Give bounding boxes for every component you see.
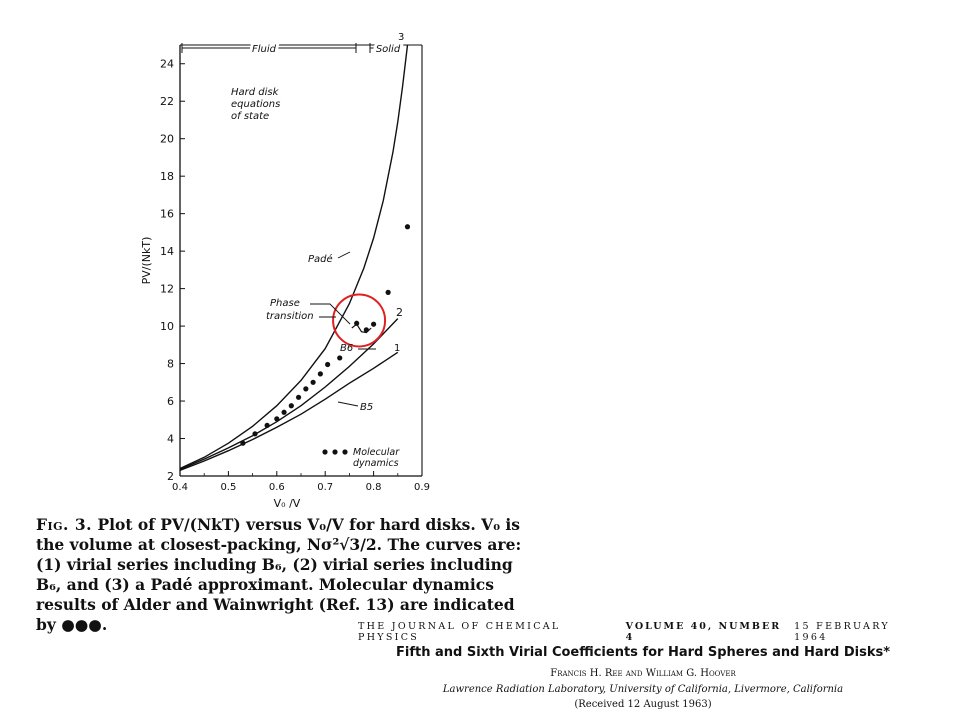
- md-point: [295, 394, 302, 400]
- pade-label: Padé: [308, 253, 333, 265]
- y-tick-label: 6: [167, 395, 174, 408]
- md-point: [281, 409, 287, 415]
- md-point: [303, 386, 309, 392]
- pade-leader: [337, 251, 351, 259]
- journal-date: 15 FEBRUARY 1964: [794, 621, 890, 643]
- y-tick-label: 8: [167, 358, 174, 371]
- md-point: [240, 440, 246, 446]
- y-tick-label: 24: [160, 58, 174, 71]
- chart-ticks: 0.4 0.5 0.6 0.7 0.8 0.924681012141618202224V₀…: [140, 58, 430, 510]
- highlight-circle: [332, 293, 387, 348]
- md-point: [288, 403, 294, 409]
- equation-of-state-chart: 0.4 0.5 0.6 0.7 0.8 0.924681012141618202224V₀…: [140, 32, 430, 510]
- md-point: [264, 422, 270, 429]
- figure-caption-text: Plot of PV/(NkT) versus V₀/V for hard di…: [36, 515, 522, 634]
- x-tick-label: 0.7: [317, 482, 333, 493]
- series-line-1: [179, 351, 399, 472]
- series-line-3: [179, 44, 409, 470]
- md-legend-dot: [332, 449, 338, 455]
- figure-label: Fig. 3.: [36, 515, 93, 534]
- chart-series: [179, 44, 409, 472]
- journal-name: THE JOURNAL OF CHEMICAL PHYSICS: [358, 621, 561, 643]
- md-point: [354, 320, 360, 326]
- paper-affiliation: Lawrence Radiation Laboratory, Universit…: [442, 684, 844, 695]
- md-point: [363, 327, 369, 333]
- y-tick-label: 12: [160, 283, 174, 296]
- paper-received-date: (Received 12 August 1963): [574, 699, 712, 710]
- x-tick-label: 0.6: [269, 482, 285, 493]
- md-point: [252, 431, 258, 437]
- curve-2-label: 2: [396, 306, 403, 319]
- y-tick-label: 22: [160, 95, 174, 108]
- y-tick-label: 2: [167, 470, 174, 483]
- y-axis-label: PV/(NkT): [140, 237, 153, 285]
- journal-volume: VOLUME 40, NUMBER 4: [625, 621, 782, 643]
- paper-title: Fifth and Sixth Virial Coefficients for …: [395, 645, 891, 660]
- x-axis-label: V₀ /V: [274, 497, 301, 510]
- md-point: [404, 224, 411, 230]
- md-point: [371, 321, 377, 327]
- solid-label: Solid: [376, 44, 401, 55]
- md-point: [274, 416, 280, 422]
- figure-caption: Fig. 3. Plot of PV/(NkT) versus V₀/V for…: [36, 515, 536, 635]
- title-block-line: of state: [231, 111, 269, 122]
- journal-header: THE JOURNAL OF CHEMICAL PHYSICS VOLUME 4…: [358, 621, 928, 643]
- y-tick-label: 4: [167, 433, 174, 446]
- y-tick-label: 20: [160, 133, 174, 146]
- md-point: [337, 355, 343, 361]
- curve-3-label: 3: [398, 32, 404, 43]
- md-legend-dot: [342, 449, 348, 455]
- phase-transition-label: Phase: [270, 298, 300, 309]
- b6-label: B6: [340, 343, 353, 354]
- y-tick-label: 18: [160, 170, 174, 183]
- phase-transition-label: transition: [266, 311, 314, 322]
- md-point: [317, 371, 323, 377]
- y-tick-label: 16: [160, 208, 174, 221]
- md-legend-label: Molecular: [353, 447, 400, 458]
- phase-transition-leader: [310, 303, 351, 325]
- x-tick-label: 0.4: [172, 482, 188, 493]
- curve-1-label: 1: [394, 343, 400, 354]
- chart-axes: [179, 44, 423, 477]
- title-block-line: Hard disk: [231, 87, 280, 98]
- md-point: [385, 289, 391, 295]
- fluid-label: Fluid: [252, 44, 277, 55]
- y-tick-label: 14: [160, 245, 174, 258]
- series-line-2: [179, 318, 399, 471]
- x-tick-label: 0.8: [366, 482, 382, 493]
- b5-label: B5: [360, 402, 373, 413]
- title-block-line: equations: [231, 99, 280, 110]
- md-point: [310, 379, 316, 385]
- y-tick-label: 10: [160, 320, 174, 333]
- chart-points: [240, 224, 411, 446]
- x-tick-label: 0.5: [220, 482, 236, 493]
- md-point: [325, 361, 331, 368]
- b5-leader: [337, 401, 359, 407]
- x-tick-label: 0.9: [414, 482, 430, 493]
- md-legend-label: dynamics: [353, 458, 399, 469]
- md-legend-dot: [322, 449, 328, 455]
- paper-authors: Francis H. Ree and William G. Hoover: [550, 668, 736, 679]
